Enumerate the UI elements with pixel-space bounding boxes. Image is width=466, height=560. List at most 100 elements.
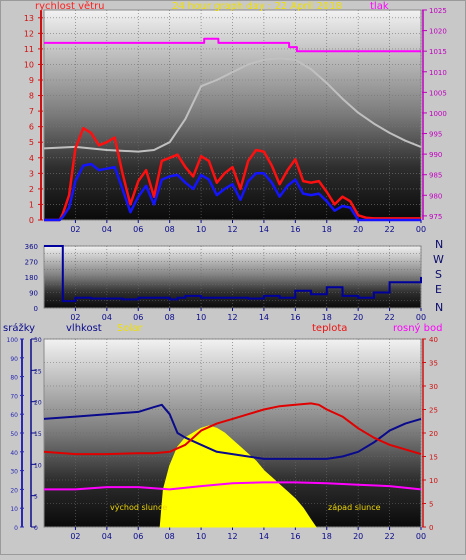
direction-x-tick-label: 00: [416, 313, 426, 322]
wind-y-tick-label: 12: [24, 29, 34, 38]
wind-y-tick-label: 3: [29, 169, 34, 178]
rain-y-tick-label: 30: [10, 469, 18, 476]
wind-grid: [44, 10, 422, 221]
sunrise-annotation: východ slunce: [110, 503, 167, 512]
axes: 0123456789101112139759809859909951000100…: [7, 7, 447, 541]
solar-area: [159, 425, 317, 528]
outdoor-temperature-line: [43, 57, 422, 153]
wind-x-tick-label: 12: [227, 225, 237, 234]
weather-x-tick-label: 16: [290, 532, 300, 541]
temperature-y-tick-label: 30: [429, 383, 438, 391]
dir-label-n-bottom: N: [435, 301, 443, 314]
rain-y-tick-label: 50: [10, 431, 18, 438]
pressure-y-tick-label: 1025: [429, 7, 447, 15]
humidity-y-tick-label: 30: [34, 337, 42, 344]
humidity-y-tick-label: 15: [34, 431, 42, 438]
humidity-y-tick-label: 20: [34, 400, 42, 407]
pressure-line: [44, 37, 421, 53]
wind-label: rychlost větru: [35, 0, 105, 12]
temperature-y-tick-label: 5: [429, 501, 433, 509]
direction-x-tick-label: 04: [102, 313, 112, 322]
temperature-y-tick-label: 10: [429, 477, 438, 485]
rain-y-tick-label: 100: [7, 337, 19, 344]
wind-x-tick-label: 02: [70, 225, 80, 234]
direction-y-tick-label: 0: [34, 305, 38, 313]
wind-y-tick-label: 2: [29, 185, 34, 194]
rain-label: srážky: [3, 322, 35, 334]
direction-x-tick-label: 10: [196, 313, 206, 322]
rain-y-tick-label: 10: [10, 506, 18, 513]
weather-x-tick-label: 02: [70, 532, 80, 541]
dir-label-n-top: N: [435, 238, 443, 251]
wind-x-tick-label: 08: [165, 225, 175, 234]
pressure-y-tick-label: 995: [429, 131, 442, 139]
rain-y-tick-label: 90: [10, 356, 18, 363]
wind-x-tick-label: 04: [102, 225, 112, 234]
wind-x-tick-label: 10: [196, 225, 206, 234]
weather-x-tick-label: 18: [322, 532, 332, 541]
pressure-y-tick-label: 1005: [429, 89, 447, 97]
pressure-y-tick-label: 1000: [429, 110, 447, 118]
humidity-y-tick-label: 10: [34, 462, 42, 469]
humidity-label: vlhkost: [66, 323, 102, 334]
temperature-y-tick-label: 15: [429, 454, 438, 462]
wind-y-tick-label: 4: [29, 154, 34, 163]
sunset-annotation: západ slunce: [328, 503, 381, 512]
direction-x-tick-label: 02: [70, 313, 80, 322]
weather-x-tick-label: 20: [353, 532, 363, 541]
wind-y-tick-label: 10: [24, 60, 34, 69]
temperature-y-tick-label: 35: [429, 360, 438, 368]
chart-title: 24 hour graph day : 22 April 2018: [172, 1, 342, 12]
weather-x-tick-label: 00: [416, 532, 426, 541]
direction-x-tick-label: 14: [259, 313, 269, 322]
pressure-label: tlak: [370, 1, 389, 12]
direction-y-tick-label: 180: [25, 274, 38, 282]
rain-y-tick-label: 80: [10, 375, 18, 382]
wind-y-tick-label: 9: [29, 76, 34, 85]
wind-y-tick-label: 11: [24, 45, 34, 54]
dewpoint-line: [44, 481, 422, 491]
pressure-y-tick-label: 975: [429, 213, 442, 221]
rain-y-tick-label: 70: [10, 393, 18, 400]
dir-label-s: S: [435, 268, 442, 281]
direction-x-tick-label: 16: [290, 313, 300, 322]
weather-x-tick-label: 04: [102, 532, 112, 541]
dir-label-e: E: [435, 283, 442, 296]
temperature-y-tick-label: 25: [429, 407, 438, 415]
weather-x-tick-label: 14: [259, 532, 269, 541]
wind-y-tick-label: 7: [29, 107, 34, 116]
direction-x-tick-label: 06: [133, 313, 143, 322]
solar-label: Solar: [117, 323, 143, 334]
wind-y-tick-label: 13: [24, 14, 34, 23]
rain-y-tick-label: 60: [10, 412, 18, 419]
wind-x-tick-label: 16: [290, 225, 300, 234]
rain-y-tick-label: 40: [10, 450, 18, 457]
direction-x-tick-label: 08: [165, 313, 175, 322]
pressure-y-tick-label: 1020: [429, 28, 447, 36]
temperature-label: teplota: [312, 323, 347, 334]
pressure-y-tick-label: 985: [429, 172, 442, 180]
direction-x-tick-label: 22: [384, 313, 394, 322]
humidity-y-tick-label: 0: [34, 525, 38, 532]
direction-y-tick-label: 360: [25, 243, 38, 251]
weather-x-tick-label: 08: [165, 532, 175, 541]
wind-direction-line: [44, 245, 422, 303]
pressure-y-tick-label: 980: [429, 192, 442, 200]
wind-y-tick-label: 1: [29, 200, 34, 209]
direction-x-tick-label: 20: [353, 313, 363, 322]
wind-x-tick-label: 06: [133, 225, 143, 234]
temperature-line: [43, 402, 422, 456]
dewpoint-label: rosný bod: [393, 322, 442, 334]
temperature-y-tick-label: 0: [429, 524, 433, 532]
direction-y-tick-label: 90: [29, 290, 38, 298]
wind-x-tick-label: 18: [322, 225, 332, 234]
humidity-y-tick-label: 25: [34, 368, 42, 375]
wind-x-tick-label: 14: [259, 225, 269, 234]
pressure-y-tick-label: 1015: [429, 48, 447, 56]
weather-x-tick-label: 10: [196, 532, 206, 541]
rain-y-tick-label: 20: [10, 487, 18, 494]
wind-y-tick-label: 6: [29, 123, 34, 132]
wind-y-tick-label: 5: [29, 138, 34, 147]
series: [43, 37, 422, 528]
